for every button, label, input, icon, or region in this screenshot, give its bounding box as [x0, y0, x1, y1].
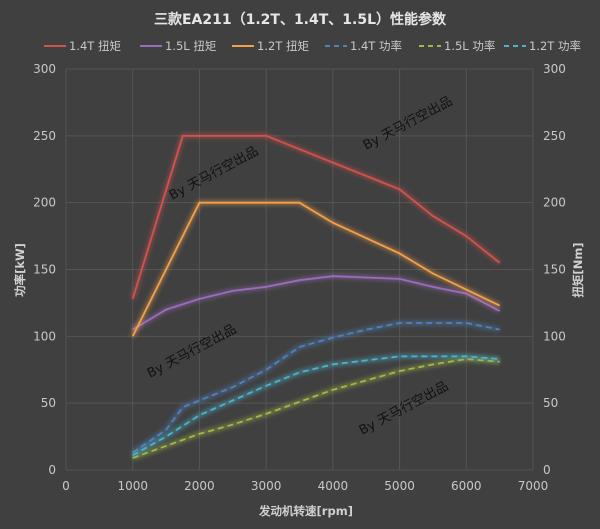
y-right-tick-label: 200: [543, 196, 566, 210]
x-tick-label: 1000: [117, 479, 148, 493]
legend-label: 1.5L 功率: [444, 39, 495, 53]
y-right-tick-label: 300: [543, 62, 566, 76]
legend-label: 1.4T 功率: [350, 39, 402, 53]
x-tick-label: 2000: [184, 479, 215, 493]
x-tick-label: 4000: [318, 479, 349, 493]
y-left-tick-label: 150: [33, 263, 56, 277]
y-right-tick-label: 150: [543, 263, 566, 277]
series-line-2: [131, 201, 501, 337]
legend: 1.4T 扭矩 1.5L 扭矩 1.2T 扭矩 1.4T 功率 1.5L 功率 1.2T …: [44, 39, 581, 53]
x-tick-label: 0: [62, 479, 70, 493]
legend-label: 1.2T 功率: [529, 39, 581, 53]
y-left-tick-label: 50: [41, 396, 56, 410]
y-right-tick-label: 50: [543, 396, 558, 410]
series-line-0: [131, 134, 501, 300]
y-left-tick-label: 100: [33, 329, 56, 343]
y-right-tick-label: 250: [543, 129, 566, 143]
y-left-tick-label: 250: [33, 129, 56, 143]
legend-label: 1.4T 扭矩: [69, 39, 121, 53]
x-tick-label: 7000: [518, 479, 549, 493]
legend-label: 1.2T 扭矩: [257, 39, 309, 53]
y-left-tick-label: 0: [48, 463, 56, 477]
y-axis-right-label: 扭矩[Nm]: [571, 242, 585, 297]
x-tick-label: 5000: [384, 479, 415, 493]
y-left-tick-label: 200: [33, 196, 56, 210]
chart-title: 三款EA211（1.2T、1.4T、1.5L）性能参数: [154, 11, 447, 28]
x-tick-label: 6000: [451, 479, 482, 493]
series-line-1: [132, 275, 501, 331]
series-lines: [130, 133, 502, 461]
y-right-tick-label: 0: [543, 463, 551, 477]
legend-label: 1.5L 扭矩: [165, 39, 216, 53]
y-right-tick-label: 100: [543, 329, 566, 343]
x-axis-label: 发动机转速[rpm]: [258, 504, 353, 518]
series-line-4: [132, 358, 500, 459]
series-line-5: [132, 355, 500, 457]
series-line-3: [132, 322, 500, 454]
x-tick-label: 3000: [251, 479, 282, 493]
y-axis-left-label: 功率[kW]: [13, 243, 27, 297]
y-left-tick-label: 300: [33, 62, 56, 76]
